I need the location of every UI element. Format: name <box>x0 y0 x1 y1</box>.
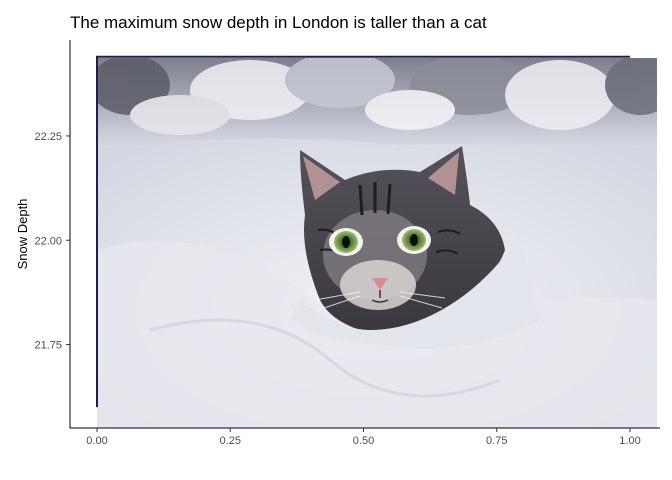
chart-title: The maximum snow depth in London is tall… <box>70 13 487 32</box>
y-tick-label: 21.75 <box>34 340 62 352</box>
x-axis-ticks: 0.00 0.25 0.50 0.75 1.00 <box>86 428 641 447</box>
data-layer <box>96 55 630 408</box>
y-axis-title: Snow Depth <box>15 199 30 270</box>
y-axis-ticks: 21.75 22.00 22.25 <box>34 131 70 352</box>
x-tick-label: 1.00 <box>619 435 640 447</box>
x-tick-label: 0.75 <box>486 435 507 447</box>
x-tick-label: 0.00 <box>86 435 107 447</box>
area-series-outline <box>96 55 630 408</box>
x-tick-label: 0.25 <box>220 435 241 447</box>
y-tick-label: 22.25 <box>34 131 62 143</box>
y-tick-label: 22.00 <box>34 235 62 247</box>
cat-figure <box>300 146 505 332</box>
x-tick-label: 0.50 <box>353 435 374 447</box>
cat-in-snow-photo <box>97 58 657 428</box>
